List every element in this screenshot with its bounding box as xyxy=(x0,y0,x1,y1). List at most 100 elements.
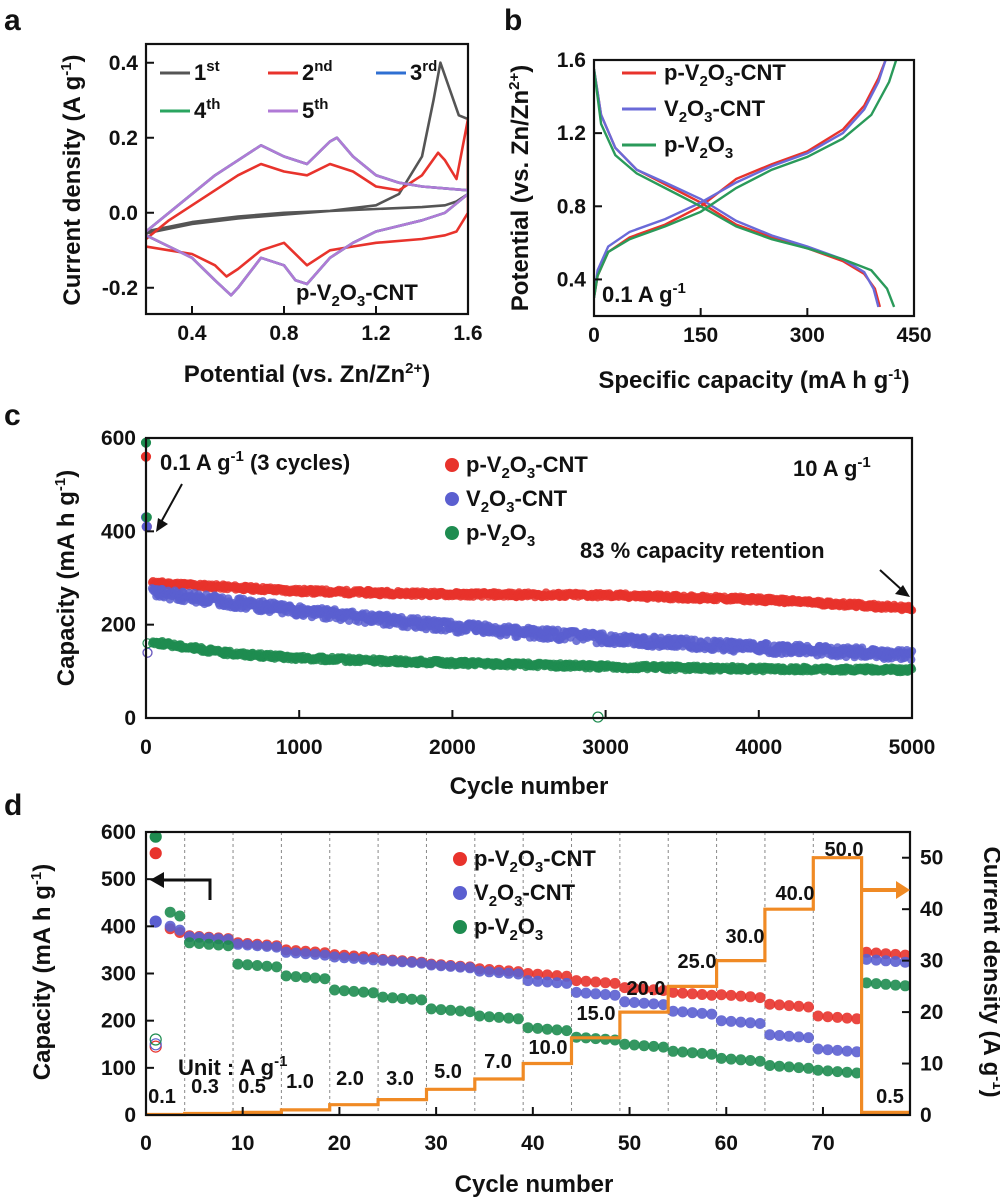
panel-c-ylabel: Capacity (mA h g-1) xyxy=(52,470,80,686)
rate-step-label: 2.0 xyxy=(336,1068,364,1090)
panel-c-points xyxy=(140,437,917,723)
panel-d-ylabel: Capacity (mA h g-1) xyxy=(28,864,56,1080)
rate-point-p-v2o3 xyxy=(329,984,341,996)
rate-point-p-v2o3 xyxy=(251,960,263,971)
x-tick-label: 0.4 xyxy=(177,322,207,345)
rate-point-v2o3-cnt xyxy=(174,924,186,936)
rate-point-p-v2o3 xyxy=(348,985,360,997)
rate-point-p-v2o3 xyxy=(773,1060,785,1072)
rate-point-p-v2o3 xyxy=(541,1023,553,1035)
rate-point-p-v2o3 xyxy=(648,1040,660,1052)
rate-point-p-v2o3 xyxy=(803,1062,814,1074)
rate-point-p-v2o3 xyxy=(474,1010,486,1022)
legend-label-part: 3 xyxy=(506,499,514,516)
rate-point-v2o3-cnt xyxy=(348,952,360,964)
rate-point-v2o3-cnt xyxy=(367,954,379,966)
legend-marker xyxy=(445,458,459,472)
y-tick-label: 1.2 xyxy=(557,122,586,145)
legend-label-part: 2 xyxy=(679,109,687,126)
first-cycle-point-v2o3-cnt xyxy=(149,1038,162,1051)
rate-point-v2o3-cnt xyxy=(532,975,544,987)
rate-point-p-v2o3-cnt xyxy=(832,1011,843,1023)
rate-point-p-v2o3 xyxy=(261,960,273,972)
rate-point-p-v2o3-cnt xyxy=(696,989,708,1000)
rate-point-p-v2o3 xyxy=(271,961,283,973)
panel-c-note-rate: 10 A g-1 xyxy=(793,454,871,481)
rate-point-p-v2o3-cnt xyxy=(715,989,727,1001)
rate-point-v2o3-cnt xyxy=(416,957,428,969)
y-tick-label: 0.2 xyxy=(109,127,138,150)
rate-point-p-v2o3-cnt xyxy=(822,1011,834,1023)
legend-label-3rd: 3rd xyxy=(410,58,437,85)
legend-label-suffix: th xyxy=(206,96,220,113)
y-tick-label: 0.0 xyxy=(109,202,138,225)
y-tick-label: 200 xyxy=(101,614,136,637)
rate-point-v2o3-cnt xyxy=(696,1007,708,1019)
y-tick-label: -0.2 xyxy=(102,277,138,300)
legend-label-part: p-V xyxy=(474,846,510,871)
x-tick-label: 0 xyxy=(140,1132,152,1155)
rate-point-p-v2o3 xyxy=(754,1055,766,1067)
rate-step-label: 20.0 xyxy=(627,978,666,1000)
panel-a-frame xyxy=(144,42,470,316)
rate-point-v2o3-cnt xyxy=(638,997,650,1009)
y2-tick-label: 40 xyxy=(920,898,943,921)
rate-point-v2o3-cnt xyxy=(822,1044,834,1056)
rate-point-p-v2o3 xyxy=(290,971,302,983)
legend-label-1st: 1st xyxy=(194,58,220,85)
legend-label-p-v2o3-cnt: p-V2O3-CNT xyxy=(466,452,588,482)
rate-point-v2o3-cnt xyxy=(803,1032,814,1044)
rate-point-p-v2o3-cnt xyxy=(570,975,582,987)
rate-point-p-v2o3 xyxy=(706,1048,718,1060)
y2-tick-label: 50 xyxy=(920,847,943,870)
rate-point-v2o3-cnt xyxy=(309,948,321,960)
x-tick-label: 150 xyxy=(683,324,718,347)
rate-point-v2o3-cnt xyxy=(454,961,466,973)
initial-point-v2o3-cnt xyxy=(142,647,153,658)
rate-point-v2o3-cnt xyxy=(377,954,389,966)
legend-label-p-v2o3: p-V2O3 xyxy=(474,914,543,944)
rate-point-v2o3-cnt xyxy=(609,989,621,1001)
rate-step-label: 40.0 xyxy=(776,883,815,905)
discharge-curve-p-v2o3 xyxy=(594,68,896,308)
legend-label-p-v2o3-cnt: p-V2O3-CNT xyxy=(474,846,596,876)
rate-point-v2o3-cnt xyxy=(735,1016,747,1028)
panel-letter-b: b xyxy=(504,4,522,37)
rate-point-p-v2o3-cnt xyxy=(725,989,737,1001)
y-tick-label: 100 xyxy=(101,1057,136,1080)
rate-point-v2o3-cnt xyxy=(890,956,901,967)
panel-d-left-arrowhead xyxy=(150,872,164,888)
y-tick-label: 600 xyxy=(101,821,136,844)
y2-tick-label: 0 xyxy=(920,1104,932,1127)
y2-tick-label: 30 xyxy=(920,950,943,973)
legend-label-suffix: nd xyxy=(314,58,332,75)
panel-letter-d: d xyxy=(4,789,22,822)
x-tick-label: 30 xyxy=(424,1132,447,1155)
legend-label-part: 2 xyxy=(699,73,707,90)
rate-point-v2o3-cnt xyxy=(686,1007,698,1019)
rate-point-p-v2o3 xyxy=(744,1055,756,1066)
rate-point-p-v2o3 xyxy=(503,1012,515,1024)
rate-point-p-v2o3 xyxy=(667,1045,679,1057)
legend-label-part: -CNT xyxy=(543,846,596,871)
cv-curve-1st xyxy=(146,61,468,235)
legend-label-part: -CNT xyxy=(523,880,576,905)
rate-point-p-v2o3-cnt xyxy=(628,982,640,994)
legend-label-part: 2 xyxy=(501,465,509,482)
legend-label-part: O xyxy=(497,880,514,905)
rate-point-v2o3-cnt xyxy=(628,997,640,1008)
rate-point-p-v2o3 xyxy=(561,1025,573,1037)
rate-point-v2o3-cnt xyxy=(590,988,602,1000)
rate-point-p-v2o3 xyxy=(512,1013,524,1025)
panel-d-ticks: 0 10 20 30 40 50 60 70 0 100 200 300 400 500 600 0 10 20 3… xyxy=(101,821,943,1155)
rate-point-v2o3-cnt xyxy=(396,956,408,968)
legend-label-part: V xyxy=(664,96,679,121)
first-cycle-point-v2o3-cnt xyxy=(149,915,162,928)
rate-point-v2o3-cnt xyxy=(677,1006,689,1018)
panel-a-ylabel: Current density (A g-1) xyxy=(58,54,86,305)
panel-d-points xyxy=(149,830,911,1079)
rate-point-p-v2o3-cnt xyxy=(841,1012,853,1024)
legend-label-2nd: 2nd xyxy=(302,58,333,85)
